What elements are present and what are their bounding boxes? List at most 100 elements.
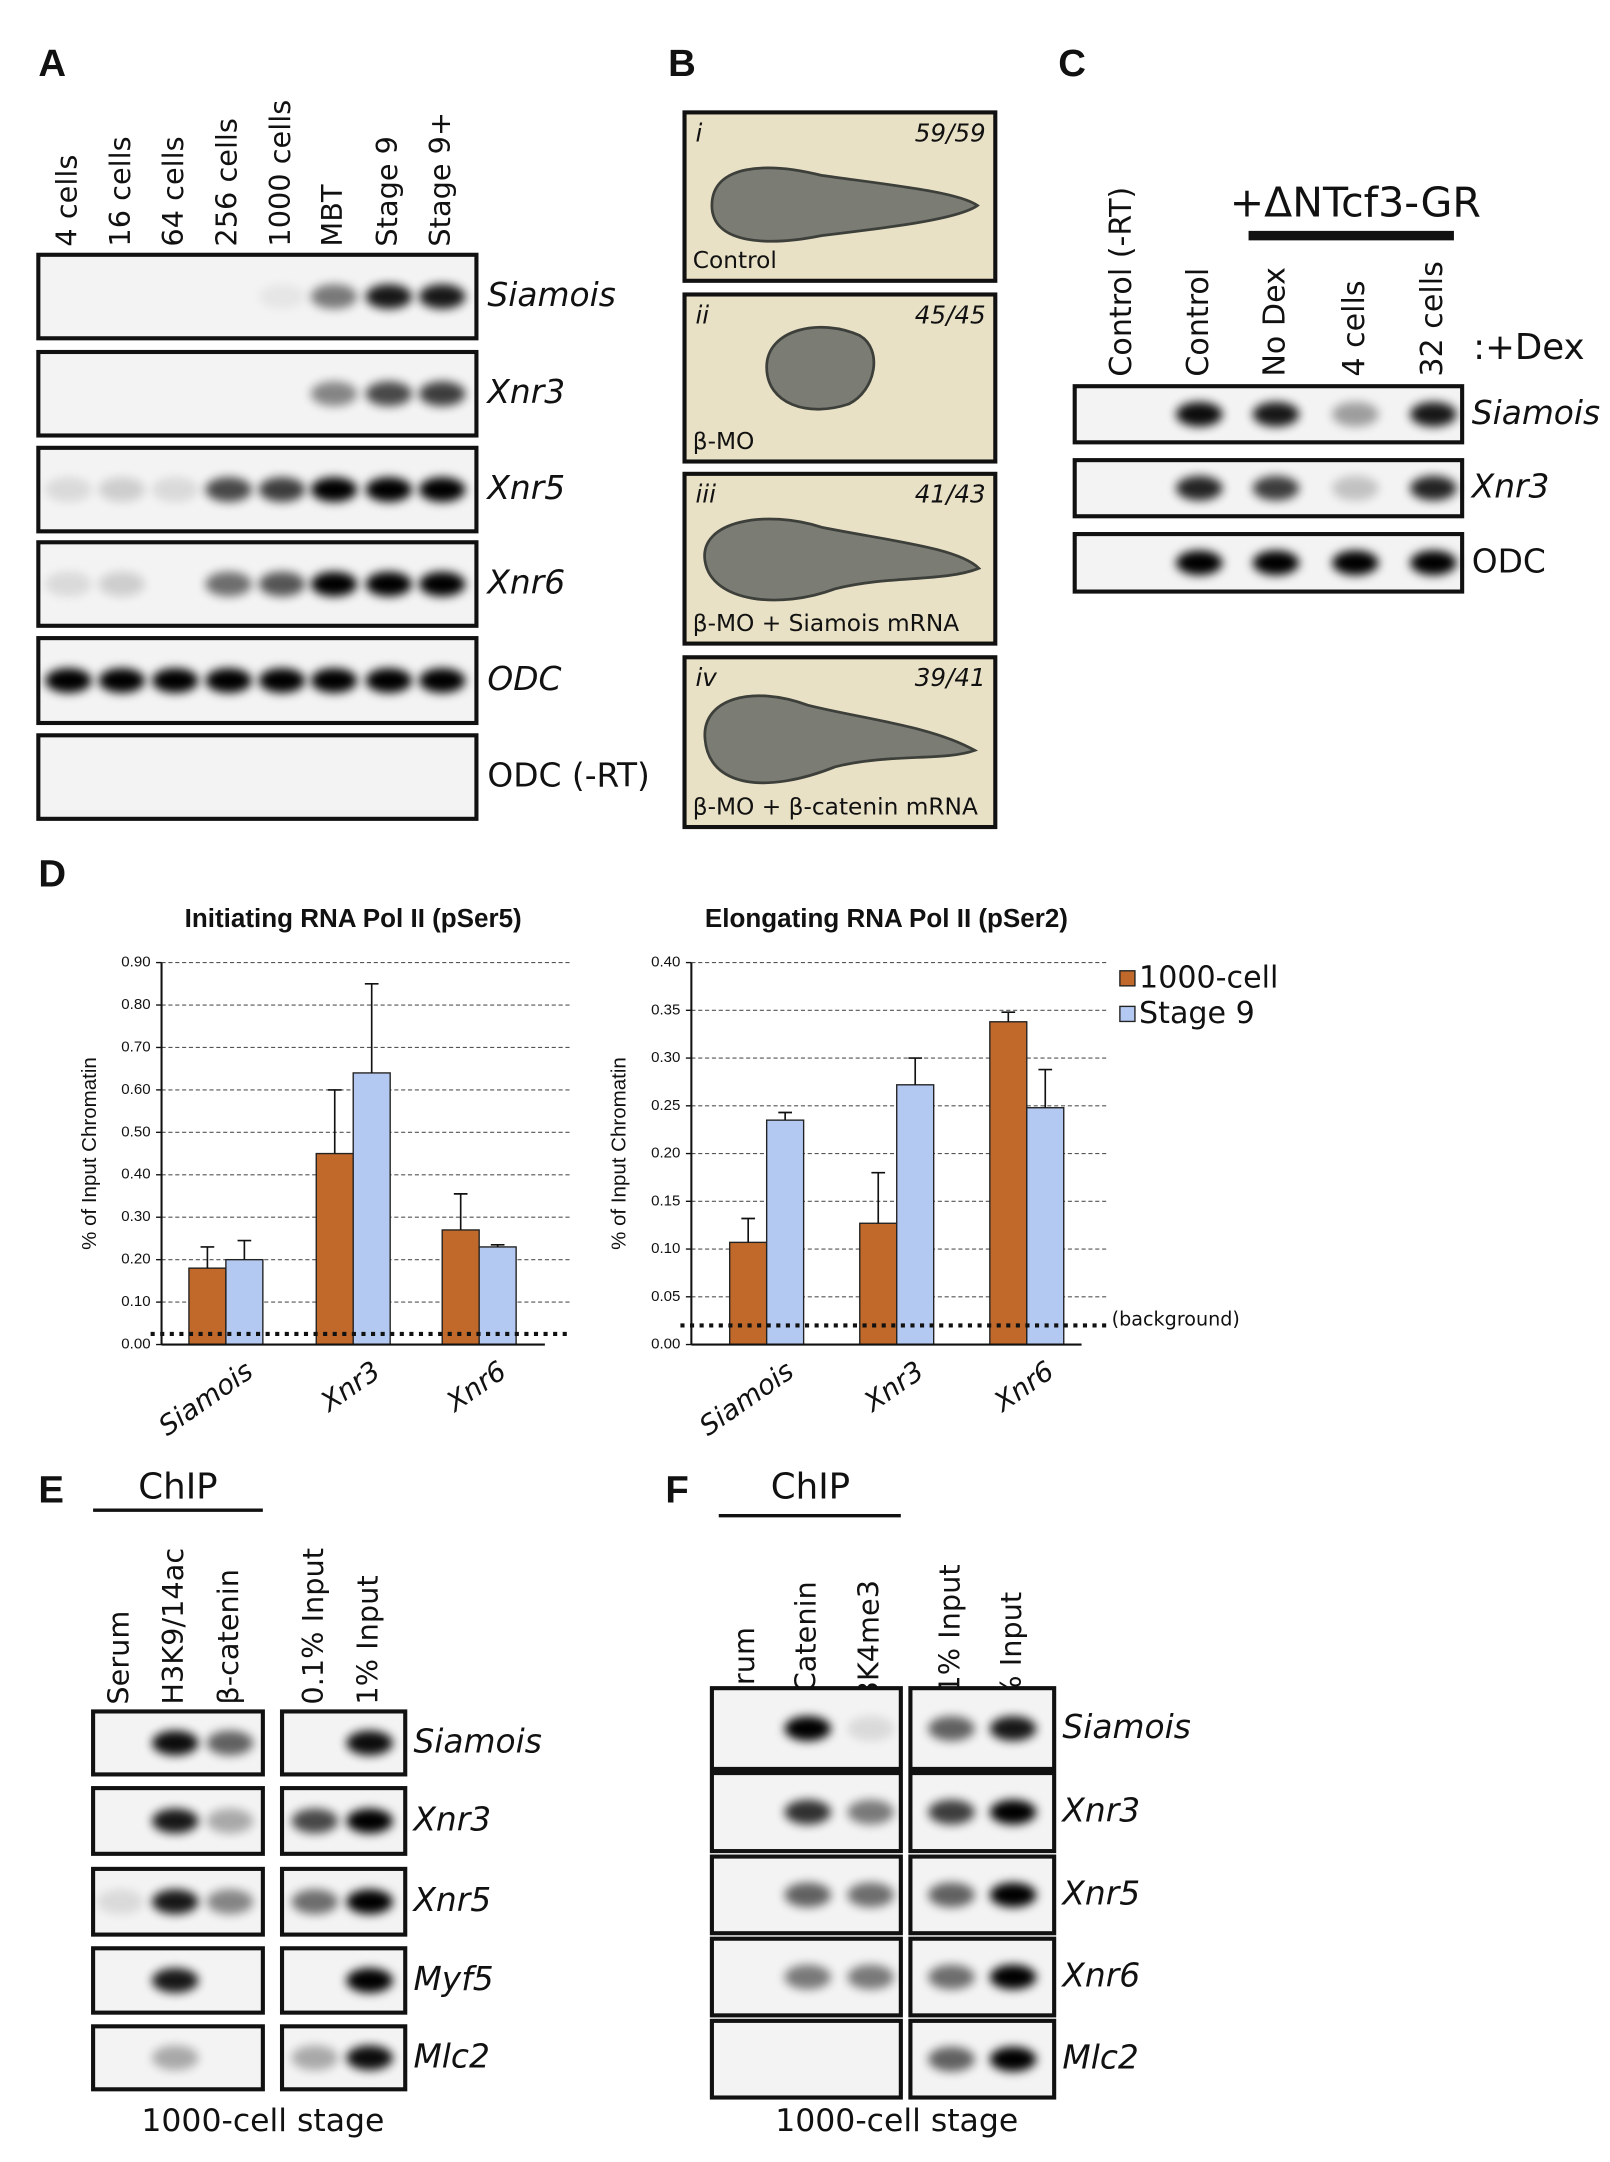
gene-label: Siamois <box>1472 394 1600 432</box>
gene-label: Xnr3 <box>411 1800 491 1838</box>
gel-band <box>310 477 358 502</box>
y-tick-label: 0.15 <box>651 1192 680 1209</box>
gel-band <box>784 1964 832 1990</box>
embryo <box>710 166 980 243</box>
bar <box>765 1119 805 1346</box>
gel-band <box>151 668 199 693</box>
lane-label: 0.1% Input <box>296 1548 330 1705</box>
error-bar <box>200 1246 215 1269</box>
gene-label: Xnr5 <box>485 469 565 507</box>
gel-band <box>1176 401 1223 427</box>
gel-band <box>291 1889 339 1915</box>
y-tick-label: 0.00 <box>121 1336 150 1353</box>
y-tick-label: 0.40 <box>651 954 680 971</box>
gene-label: Xnr3 <box>1470 468 1550 506</box>
y-tick-label: 0.30 <box>121 1208 150 1225</box>
error-bar <box>237 1239 252 1260</box>
gel-band <box>206 1730 254 1756</box>
chart-title: Elongating RNA Pol II (pSer2) <box>705 903 1068 933</box>
y-tick-label: 0.10 <box>121 1293 150 1310</box>
chart-title: Initiating RNA Pol II (pSer5) <box>185 903 522 933</box>
gel-band <box>418 284 466 309</box>
gel-band <box>365 668 413 693</box>
x-tick-label: Siamois <box>694 1356 799 1443</box>
image-count: 41/43 <box>915 480 986 509</box>
gene-label: Siamois <box>1062 1708 1190 1746</box>
gel-band <box>847 1716 894 1741</box>
gel-band <box>418 571 466 597</box>
gel-band <box>365 477 413 502</box>
gene-label: Xnr3 <box>1060 1792 1140 1830</box>
gel <box>36 733 479 821</box>
panel-letter: C <box>1058 42 1086 85</box>
gel-band <box>1332 475 1379 501</box>
lane-label: 1% Input <box>351 1575 385 1704</box>
y-axis-label: % of Input Chromatin <box>608 1057 631 1250</box>
gel <box>279 1709 408 1777</box>
gel-band <box>784 1882 832 1908</box>
error-bar <box>453 1193 468 1230</box>
lane-label: 32 cells <box>1415 261 1450 376</box>
error-bar <box>1038 1068 1053 1108</box>
treatment-label: :+Dex <box>1473 327 1585 368</box>
legend-swatch <box>1119 1005 1136 1023</box>
y-tick-label: 0.10 <box>651 1240 680 1257</box>
gel-band <box>365 381 413 407</box>
gel-band <box>258 571 306 597</box>
y-tick-label: 0.20 <box>651 1145 680 1162</box>
gel-band <box>45 668 92 693</box>
gel-band <box>205 668 252 693</box>
x-tick-label: Xnr6 <box>440 1356 512 1420</box>
y-tick-label: 0.30 <box>651 1049 680 1066</box>
gel-band <box>291 2045 339 2071</box>
gel-band <box>1252 475 1300 501</box>
gel-band <box>1332 550 1379 576</box>
panel-letter: D <box>38 852 66 895</box>
error-bar <box>327 1089 342 1154</box>
bar <box>896 1084 935 1346</box>
error-bar <box>871 1171 886 1224</box>
gel-band <box>310 381 358 407</box>
gene-label: Xnr3 <box>485 373 565 411</box>
gene-label: Mlc2 <box>413 2037 489 2075</box>
gel-band <box>1252 550 1300 576</box>
gel-band <box>346 1968 393 1993</box>
image-caption: Control <box>693 247 777 274</box>
gel-band <box>151 477 199 502</box>
treatment-header: +ΔNTcf3-GR <box>1230 178 1481 226</box>
gel-band <box>1176 550 1223 576</box>
gel-band <box>847 1799 894 1825</box>
image-numeral: iv <box>695 663 717 692</box>
gene-label: Mlc2 <box>1062 2039 1138 2077</box>
image-caption: β-MO + β-catenin mRNA <box>693 793 978 820</box>
group-label: ChIP <box>138 1466 217 1507</box>
gel-band <box>98 571 146 597</box>
error-bar <box>778 1111 792 1121</box>
panel-letter: A <box>38 42 66 85</box>
y-axis-label: % of Input Chromatin <box>78 1057 101 1250</box>
lane-label: 64 cells <box>156 136 190 246</box>
gel-band <box>928 2046 975 2072</box>
lane-label: No Dex <box>1257 267 1292 377</box>
gel-band <box>206 1889 254 1915</box>
embryo <box>703 517 982 602</box>
gel-band <box>847 1964 894 1990</box>
embryo <box>765 325 876 411</box>
lane-label: β-catenin <box>211 1569 245 1705</box>
y-tick-label: 0.80 <box>121 996 150 1013</box>
lane-label: Control (-RT) <box>1104 187 1139 377</box>
bar <box>225 1258 264 1346</box>
panel-letter: E <box>38 1469 64 1512</box>
gel-band <box>1252 401 1300 427</box>
lane-label: Stage 9 <box>370 136 404 247</box>
gene-label: Xnr6 <box>485 564 565 602</box>
gel-band <box>205 571 252 597</box>
image-numeral: i <box>695 118 702 147</box>
y-tick-label: 0.40 <box>121 1166 150 1183</box>
gel-band <box>151 1968 199 1993</box>
gene-label: Xnr6 <box>1060 1957 1140 1995</box>
footer-label: 1000-cell stage <box>775 2103 1018 2139</box>
bar <box>478 1246 517 1346</box>
gel-band <box>310 284 358 309</box>
